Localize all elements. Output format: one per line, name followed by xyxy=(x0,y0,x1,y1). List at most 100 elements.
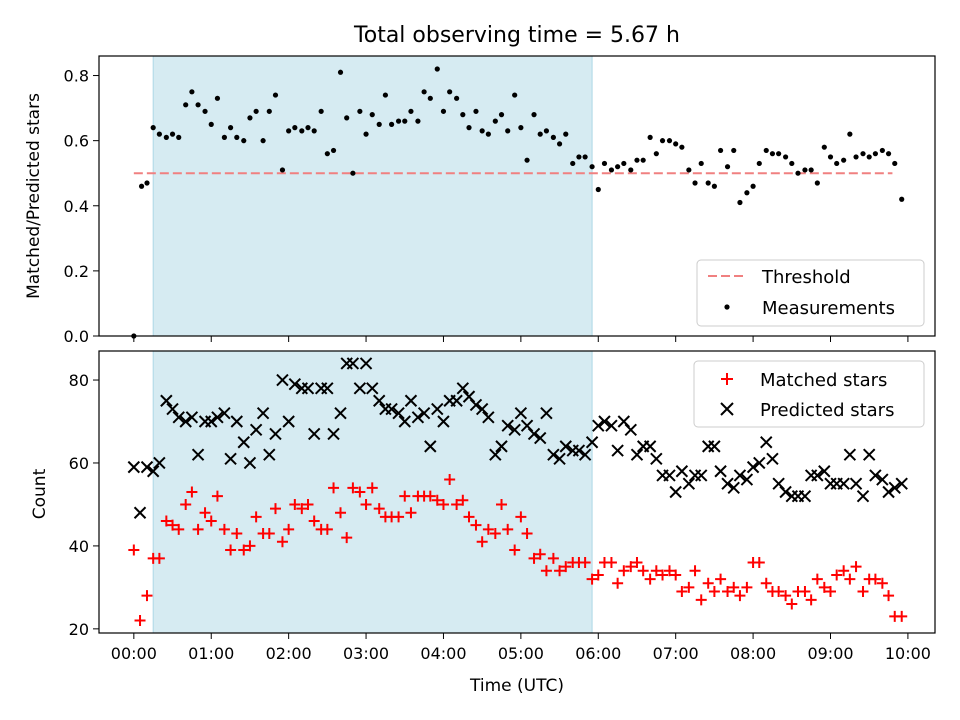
measurement-point xyxy=(744,190,750,196)
predicted-star-point xyxy=(263,448,276,461)
measurement-point xyxy=(563,131,569,137)
matched-star-point xyxy=(625,561,637,573)
x-tick-label: 06:00 xyxy=(575,644,621,663)
predicted-star-point xyxy=(172,411,185,424)
measurement-point xyxy=(492,118,498,124)
matched-star-point xyxy=(825,586,836,598)
matched-star-point xyxy=(644,573,656,585)
predicted-star-point xyxy=(572,444,586,457)
matched-star-point xyxy=(192,523,204,535)
predicted-star-point xyxy=(856,489,870,503)
measurement-point xyxy=(176,134,182,140)
legend-measurements-swatch xyxy=(724,304,730,310)
matched-star-point xyxy=(128,544,140,556)
ratio-y-tick-label: 0.0 xyxy=(64,327,89,346)
matched-star-point xyxy=(341,532,353,544)
measurement-point xyxy=(427,95,433,101)
measurement-point xyxy=(692,180,698,186)
matched-star-point xyxy=(799,586,811,598)
measurement-point xyxy=(582,154,588,160)
matched-star-point xyxy=(521,527,533,539)
matched-star-point xyxy=(540,565,552,577)
predicted-star-point xyxy=(740,473,754,486)
predicted-star-point xyxy=(179,415,192,428)
predicted-star-point xyxy=(249,423,263,437)
predicted-star-point xyxy=(301,382,315,395)
measurement-point xyxy=(885,151,892,157)
x-tick-label: 10:00 xyxy=(885,644,931,663)
predicted-star-point xyxy=(224,452,237,466)
matched-star-point xyxy=(618,565,630,577)
predicted-star-point xyxy=(469,398,483,412)
predicted-star-point xyxy=(307,427,321,441)
measurement-point xyxy=(512,92,518,98)
count-y-tick-label: 80 xyxy=(69,371,89,390)
predicted-star-point xyxy=(695,469,708,482)
measurement-point xyxy=(169,131,176,137)
predicted-star-point xyxy=(185,411,199,424)
matched-star-point xyxy=(663,565,675,577)
matched-star-point xyxy=(347,482,359,494)
matched-star-point xyxy=(869,573,881,585)
matched-star-point xyxy=(238,544,250,556)
matched-star-point xyxy=(502,523,514,535)
predicted-star-point xyxy=(862,448,876,461)
x-tick-label: 05:00 xyxy=(498,644,544,663)
predicted-star-point xyxy=(785,489,799,503)
ratio-legend: Threshold Measurements xyxy=(696,259,925,327)
measurement-point xyxy=(311,128,317,134)
measurement-point xyxy=(589,164,595,170)
measurement-point xyxy=(860,151,866,157)
matched-star-point xyxy=(708,586,720,598)
measurement-point xyxy=(189,89,195,95)
matched-star-point xyxy=(838,565,850,577)
measurement-point xyxy=(847,131,853,137)
matched-star-point xyxy=(728,581,740,593)
predicted-star-point xyxy=(605,419,618,432)
measurement-point xyxy=(550,134,556,140)
measurement-point xyxy=(628,167,634,173)
predicted-star-point xyxy=(824,477,837,490)
measurement-point xyxy=(163,134,169,140)
measurement-point xyxy=(473,108,479,114)
predicted-star-point xyxy=(592,419,605,432)
predicted-star-point xyxy=(534,431,547,445)
measurement-point xyxy=(841,157,847,163)
measurement-point xyxy=(621,160,627,167)
matched-star-point xyxy=(753,557,765,568)
predicted-star-point xyxy=(482,411,495,424)
matched-star-point xyxy=(786,598,798,610)
predicted-star-point xyxy=(321,382,334,395)
predicted-star-point xyxy=(489,448,502,461)
predicted-star-point xyxy=(669,485,682,499)
measurement-point xyxy=(570,160,576,167)
measurement-point xyxy=(460,112,466,118)
matched-star-point xyxy=(844,573,856,585)
predicted-star-point xyxy=(779,485,792,499)
predicted-star-point xyxy=(133,506,147,519)
count-x-axis: 00:00 01:00 02:00 03:00 04:00 05:00 06:00 07:00… xyxy=(111,633,931,663)
predicted-star-point xyxy=(869,469,882,482)
x-tick-label: 04:00 xyxy=(420,644,466,663)
ratio-legend-frame xyxy=(696,259,925,327)
matched-star-point xyxy=(457,494,469,506)
matched-star-point xyxy=(424,490,436,502)
matched-star-point xyxy=(431,494,443,506)
measurement-point xyxy=(415,118,421,124)
matched-star-point xyxy=(586,573,598,585)
predicted-star-point xyxy=(276,373,289,387)
measurement-point xyxy=(834,160,840,167)
predicted-star-point xyxy=(508,423,521,437)
predicted-star-point xyxy=(398,415,411,428)
count-marks xyxy=(127,357,908,627)
predicted-star-point xyxy=(353,382,367,395)
measurement-point xyxy=(821,144,827,150)
measurement-point xyxy=(524,157,530,163)
matched-star-point xyxy=(857,586,869,598)
predicted-star-point xyxy=(760,436,773,449)
matched-star-point xyxy=(360,498,372,510)
measurement-point xyxy=(357,108,363,114)
matched-star-point xyxy=(269,503,281,515)
